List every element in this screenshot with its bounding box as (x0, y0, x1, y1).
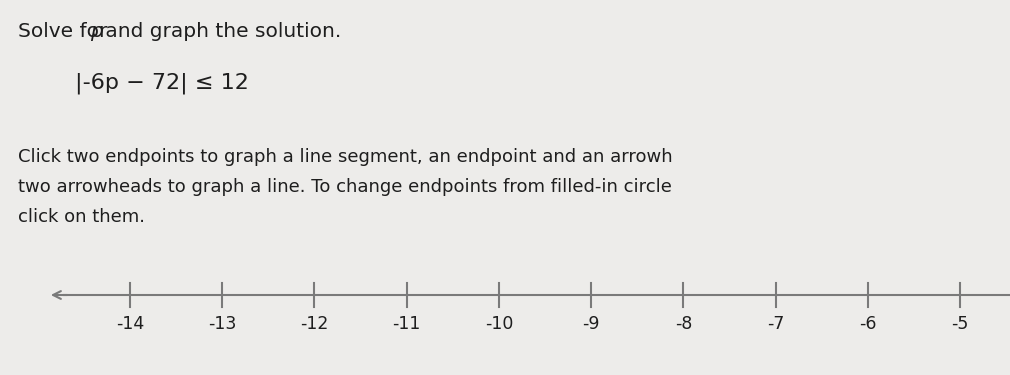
Text: -7: -7 (767, 315, 784, 333)
Text: p: p (90, 22, 103, 41)
Text: -10: -10 (485, 315, 513, 333)
Text: -9: -9 (583, 315, 600, 333)
Text: -5: -5 (951, 315, 969, 333)
Text: and graph the solution.: and graph the solution. (99, 22, 341, 41)
Text: two arrowheads to graph a line. To change endpoints from filled-in circle: two arrowheads to graph a line. To chang… (18, 178, 672, 196)
Text: -12: -12 (300, 315, 328, 333)
Text: Click two endpoints to graph a line segment, an endpoint and an arrowh: Click two endpoints to graph a line segm… (18, 148, 673, 166)
Text: -6: -6 (860, 315, 877, 333)
Text: |-6p − 72| ≤ 12: |-6p − 72| ≤ 12 (75, 72, 248, 93)
Text: -13: -13 (208, 315, 236, 333)
Text: -14: -14 (116, 315, 144, 333)
Text: -8: -8 (675, 315, 692, 333)
Text: -11: -11 (393, 315, 421, 333)
Text: Solve for: Solve for (18, 22, 114, 41)
Text: click on them.: click on them. (18, 208, 145, 226)
